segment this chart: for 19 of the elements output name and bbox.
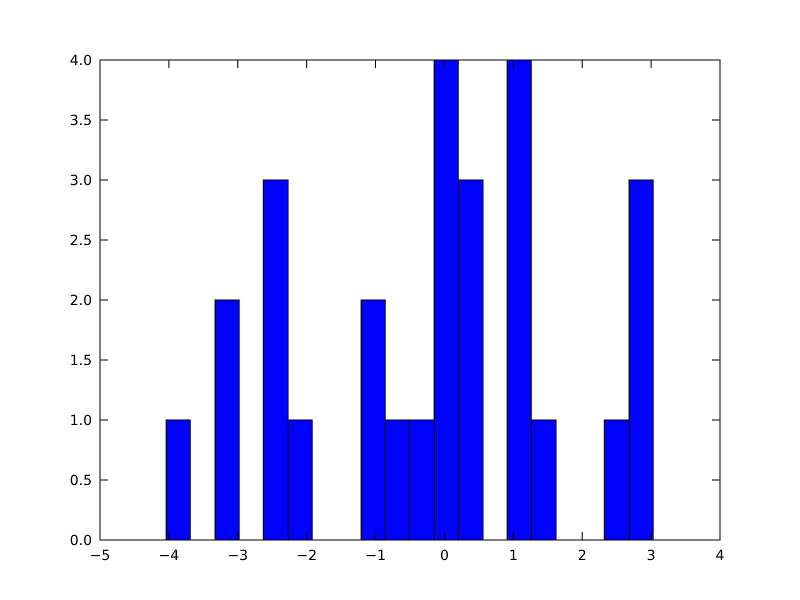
x-tick-label: 4 <box>716 548 725 564</box>
x-tick-label: 1 <box>508 548 518 564</box>
x-tick-label: 3 <box>646 548 656 564</box>
y-tick-label: 3.5 <box>70 113 92 129</box>
x-tick-label: 2 <box>578 548 587 564</box>
x-tick-label: −4 <box>158 548 180 564</box>
y-tick-label: 4.0 <box>70 53 92 69</box>
x-tick-label: −3 <box>227 548 248 564</box>
y-tick-label: 0.0 <box>70 533 92 549</box>
y-tick-label: 2.5 <box>70 233 92 249</box>
y-tick-label: 0.5 <box>70 473 92 489</box>
y-tick-label: 3.0 <box>70 173 92 189</box>
x-tick-label: −2 <box>296 548 317 564</box>
y-tick-label: 2.0 <box>70 293 92 309</box>
x-tick-label: −5 <box>90 548 110 564</box>
y-tick-label: 1.5 <box>70 353 92 369</box>
x-tick-label: 0 <box>440 548 449 564</box>
y-tick-label: 1.0 <box>70 413 92 429</box>
x-tick-label: −1 <box>365 548 386 564</box>
